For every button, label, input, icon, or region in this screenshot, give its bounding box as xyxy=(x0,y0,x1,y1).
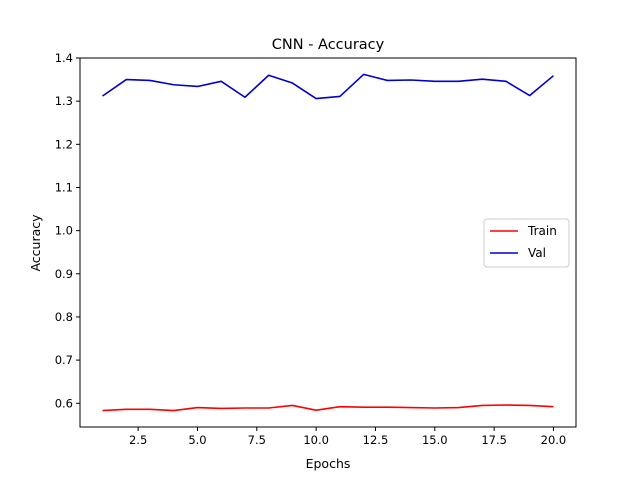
legend: Train Val xyxy=(483,218,570,268)
x-axis-label: Epochs xyxy=(306,456,351,471)
y-tick-label: 0.7 xyxy=(55,353,73,367)
x-tick-label: 5.0 xyxy=(188,433,206,447)
x-tick-label: 10.0 xyxy=(303,433,329,447)
series-line-val xyxy=(102,73,554,100)
x-tick-label: 20.0 xyxy=(541,433,567,447)
x-tick-label: 2.5 xyxy=(129,433,147,447)
axes-frame xyxy=(79,57,577,428)
x-tick-label: 12.5 xyxy=(363,433,389,447)
x-tick-label: 7.5 xyxy=(248,433,266,447)
y-tick-label: 0.9 xyxy=(55,267,73,281)
legend-label-val: Val xyxy=(528,246,546,260)
x-tick-label: 17.5 xyxy=(481,433,507,447)
x-tick-label: 15.0 xyxy=(422,433,448,447)
y-tick-label: 1.2 xyxy=(55,137,73,151)
y-axis-label: Accuracy xyxy=(28,214,43,272)
series-line-train xyxy=(102,404,554,412)
y-tick-label: 1.1 xyxy=(55,180,73,194)
y-tick-label: 1.3 xyxy=(55,94,73,108)
y-tick-label: 0.6 xyxy=(55,396,73,410)
y-tick-label: 1.0 xyxy=(55,224,73,238)
y-tick-label: 0.8 xyxy=(55,310,73,324)
y-tick-label: 1.4 xyxy=(55,51,73,65)
plot-area: 2.5 5.0 7.5 10.0 12.5 15.0 17.5 20.0 0.6 0.7 0.8 0.… xyxy=(55,51,577,447)
legend-label-train: Train xyxy=(527,224,557,238)
chart-title: CNN - Accuracy xyxy=(272,37,385,53)
